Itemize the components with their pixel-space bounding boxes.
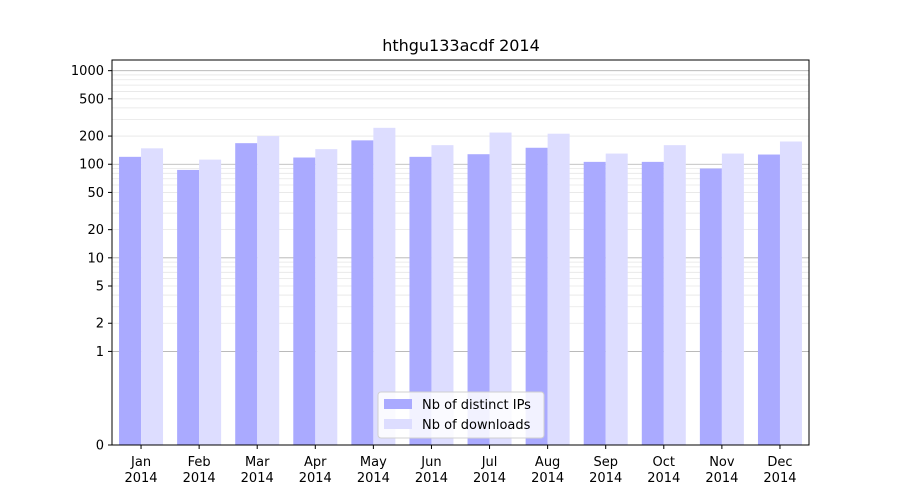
x-tick-label-month: Sep [593, 455, 618, 470]
x-tick-label-year: 2014 [415, 471, 448, 486]
y-tick-label: 20 [87, 223, 104, 238]
legend-swatch [384, 419, 412, 429]
bar-downloads-jun [431, 145, 454, 445]
x-tick-label-month: Mar [245, 455, 270, 470]
bar-downloads-sep [605, 153, 628, 446]
bar-distinct-ips-mar [235, 143, 258, 445]
bar-distinct-ips-jan [119, 156, 142, 446]
grid [112, 70, 809, 352]
bar-downloads-nov [721, 153, 744, 446]
bar-downloads-apr [315, 149, 338, 445]
x-tick-label-year: 2014 [299, 471, 332, 486]
bar-downloads-oct [663, 145, 686, 445]
x-tick-label-year: 2014 [124, 471, 157, 486]
x-tick-label-year: 2014 [357, 471, 390, 486]
legend-label: Nb of downloads [422, 418, 531, 433]
chart-title: hthgu133acdf 2014 [382, 36, 540, 55]
y-tick-label: 10 [87, 251, 104, 266]
bar-downloads-dec [779, 141, 802, 445]
x-tick-label-month: Oct [653, 455, 675, 470]
x-tick-label-month: Jul [481, 455, 498, 470]
bar-distinct-ips-aug [525, 147, 548, 445]
y-tick-label: 5 [96, 280, 104, 295]
x-tick-label-month: Dec [767, 455, 792, 470]
x-tick-label-month: Jan [130, 455, 151, 470]
bar-downloads-aug [547, 133, 570, 446]
y-tick-label: 50 [87, 186, 104, 201]
bar-distinct-ips-dec [757, 154, 780, 445]
bar-downloads-jul [489, 132, 512, 445]
legend-box [377, 391, 545, 439]
bar-distinct-ips-may [351, 140, 374, 445]
y-tick-label: 1000 [71, 64, 104, 79]
bar-downloads-mar [257, 136, 280, 446]
x-tick-label-year: 2014 [531, 471, 564, 486]
x-tick-label-year: 2014 [183, 471, 216, 486]
bar-downloads-may [373, 127, 396, 445]
bar-distinct-ips-feb [177, 169, 200, 445]
bar-distinct-ips-apr [293, 157, 316, 445]
y-tick-label: 200 [79, 130, 104, 145]
x-tick-label-month: Feb [188, 455, 211, 470]
x-tick-label-month: Aug [535, 455, 560, 470]
y-tick-label: 500 [79, 92, 104, 107]
axes: Jan2014Feb2014Mar2014Apr2014May2014Jun20… [71, 59, 810, 486]
legend-swatch [384, 399, 412, 409]
x-tick-label-month: Nov [709, 455, 735, 470]
x-tick-label-year: 2014 [589, 471, 622, 486]
y-tick-label: 1 [96, 345, 104, 360]
bars [119, 127, 802, 446]
x-tick-label-year: 2014 [763, 471, 796, 486]
y-tick-label: 2 [96, 317, 104, 332]
bar-distinct-ips-jun [409, 156, 432, 446]
bar-distinct-ips-sep [583, 161, 606, 445]
x-tick-label-month: Apr [304, 455, 327, 470]
bar-distinct-ips-oct [641, 161, 664, 445]
y-tick-label: 100 [79, 158, 104, 173]
x-tick-label-month: Jun [420, 455, 441, 470]
bar-distinct-ips-nov [699, 168, 722, 445]
x-tick-label-month: May [360, 455, 387, 470]
x-tick-label-year: 2014 [705, 471, 738, 486]
legend: Nb of distinct IPs Nb of downloads [377, 391, 545, 439]
x-tick-label-year: 2014 [647, 471, 680, 486]
x-tick-label-year: 2014 [473, 471, 506, 486]
plot-frame [111, 59, 810, 446]
bar-downloads-feb [199, 159, 222, 445]
legend-label: Nb of distinct IPs [422, 398, 531, 413]
bar-downloads-jan [141, 148, 164, 446]
x-tick-label-year: 2014 [241, 471, 274, 486]
bar-distinct-ips-jul [467, 154, 490, 446]
y-tick-label: 0 [96, 439, 104, 454]
